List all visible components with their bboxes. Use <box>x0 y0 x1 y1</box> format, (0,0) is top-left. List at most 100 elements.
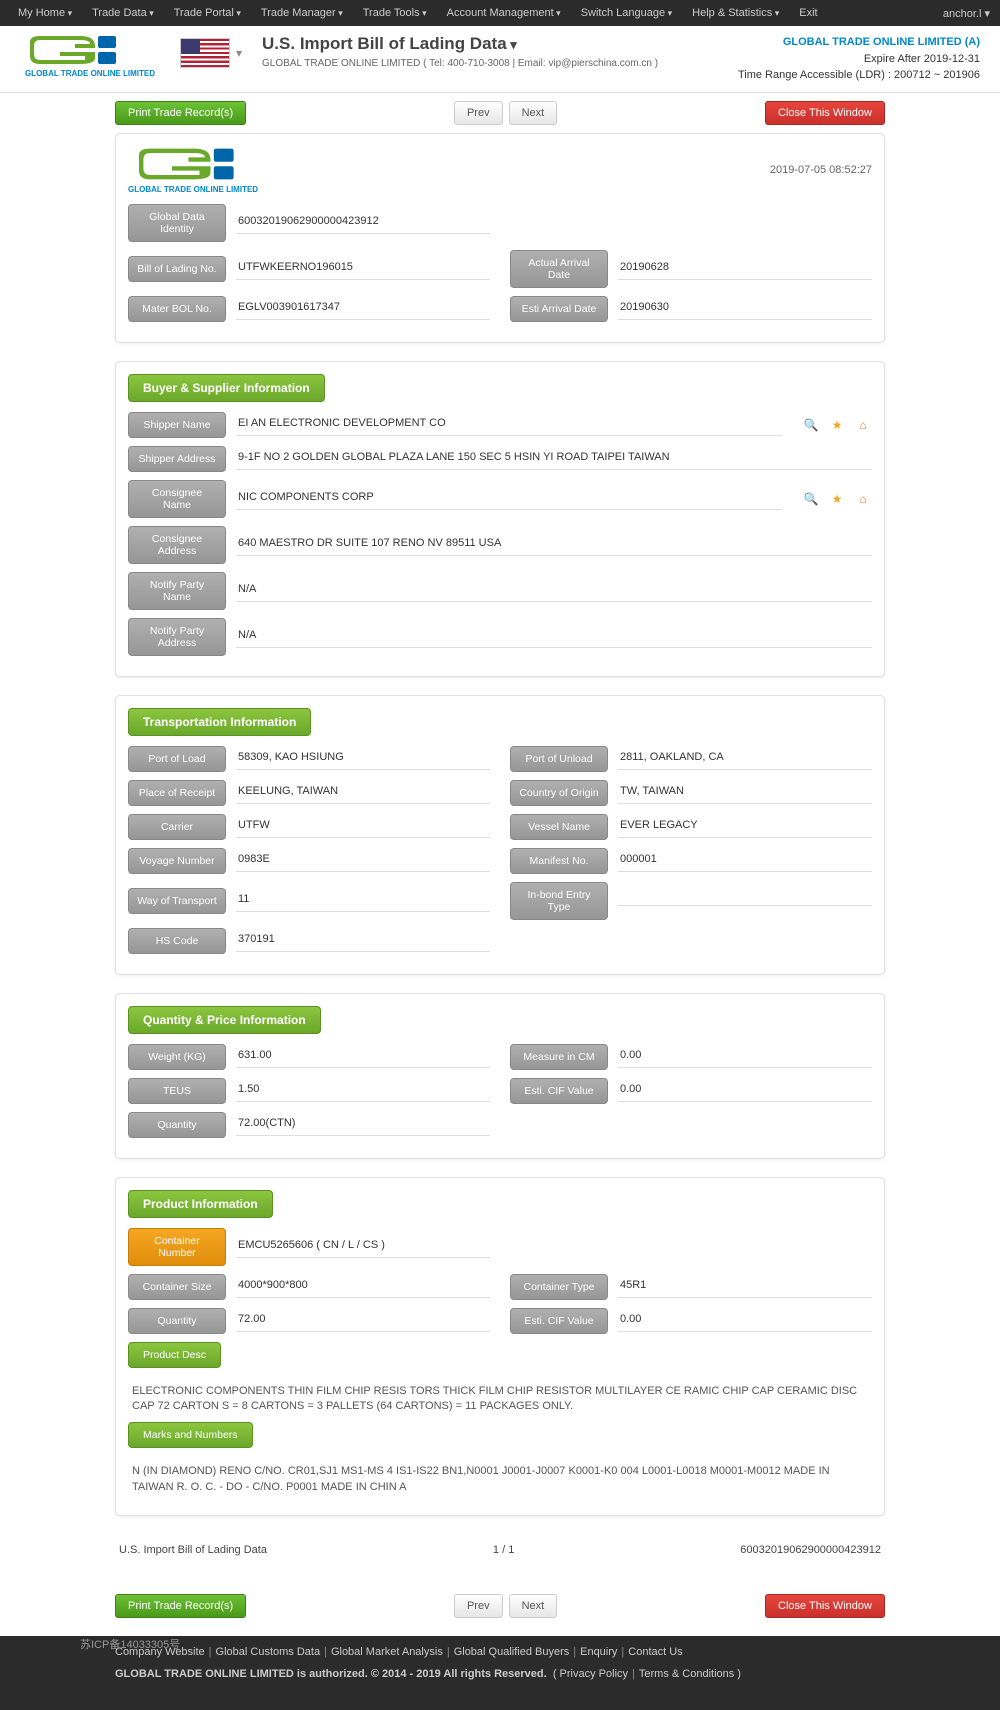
star-icon[interactable]: ★ <box>828 416 846 434</box>
desc-value: ELECTRONIC COMPONENTS THIN FILM CHIP RES… <box>128 1376 872 1423</box>
search-icon[interactable]: 🔍 <box>802 490 820 508</box>
nav-item[interactable]: Trade Data <box>84 3 162 23</box>
transport-panel: Transportation Information Port of Load 5… <box>115 695 885 975</box>
close-button[interactable]: Close This Window <box>765 101 885 125</box>
por-label: Place of Receipt <box>128 780 226 806</box>
buyer-panel: Buyer & Supplier Information Shipper Nam… <box>115 361 885 677</box>
pol-label: Port of Load <box>128 746 226 772</box>
vessel-label: Vessel Name <box>510 814 608 840</box>
nav-item[interactable]: My Home <box>10 3 80 23</box>
cif-label: Esti. CIF Value <box>510 1078 608 1104</box>
bol-value: UTFWKEERNO196015 <box>236 257 490 280</box>
consignee-addr-label: Consignee Address <box>128 526 226 564</box>
hs-label: HS Code <box>128 928 226 954</box>
manifest-label: Manifest No. <box>510 848 608 874</box>
account-info: GLOBAL TRADE ONLINE LIMITED (A) Expire A… <box>738 34 980 84</box>
vessel-value: EVER LEGACY <box>618 815 872 838</box>
logo: GLOBAL TRADE ONLINE LIMITED <box>20 34 160 78</box>
footer-link[interactable]: Global Customs Data <box>216 1646 321 1658</box>
manifest-value: 000001 <box>618 849 872 872</box>
shipper-name-label: Shipper Name <box>128 412 226 438</box>
gdi-label: Global Data Identity <box>128 204 226 242</box>
size-label: Container Size <box>128 1274 226 1300</box>
coo-value: TW, TAIWAN <box>618 781 872 804</box>
bol-label: Bill of Lading No. <box>128 256 226 282</box>
footer-link[interactable]: Contact Us <box>628 1646 682 1658</box>
print-button-bottom[interactable]: Print Trade Record(s) <box>115 1594 246 1618</box>
marks-value: N (IN DIAMOND) RENO C/NO. CR01,SJ1 MS1-M… <box>128 1456 872 1503</box>
next-button[interactable]: Next <box>509 101 558 125</box>
container-no-label: Container Number <box>128 1228 226 1266</box>
por-value: KEELUNG, TAIWAN <box>236 781 490 804</box>
pqty-value: 72.00 <box>236 1309 490 1332</box>
weight-value: 631.00 <box>236 1045 490 1068</box>
buyer-title: Buyer & Supplier Information <box>128 374 325 402</box>
prev-button[interactable]: Prev <box>454 101 503 125</box>
top-nav: My HomeTrade DataTrade PortalTrade Manag… <box>0 0 1000 26</box>
footer-link[interactable]: Global Qualified Buyers <box>454 1646 570 1658</box>
country-selector[interactable]: ▾ <box>180 34 242 68</box>
footer-link[interactable]: Enquiry <box>580 1646 617 1658</box>
pol-value: 58309, KAO HSIUNG <box>236 747 490 770</box>
aad-label: Actual Arrival Date <box>510 250 608 288</box>
page-title[interactable]: U.S. Import Bill of Lading Data <box>262 34 718 54</box>
hs-value: 370191 <box>236 929 490 952</box>
shipper-addr-label: Shipper Address <box>128 446 226 472</box>
voyage-value: 0983E <box>236 849 490 872</box>
home-icon[interactable]: ⌂ <box>854 416 872 434</box>
nav-item[interactable]: Trade Portal <box>166 3 249 23</box>
prev-button-bottom[interactable]: Prev <box>454 1594 503 1618</box>
coo-label: Country of Origin <box>510 780 608 806</box>
type-value: 45R1 <box>618 1275 872 1298</box>
carrier-label: Carrier <box>128 814 226 840</box>
nav-item[interactable]: Help & Statistics <box>684 3 787 23</box>
nav-item[interactable]: Trade Manager <box>253 3 351 23</box>
identity-panel: GLOBAL TRADE ONLINE LIMITED 2019-07-05 0… <box>115 133 885 343</box>
pou-value: 2811, OAKLAND, CA <box>618 747 872 770</box>
home-icon[interactable]: ⌂ <box>854 490 872 508</box>
terms-link[interactable]: Terms & Conditions <box>639 1668 734 1680</box>
shipper-name-value: EI AN ELECTRONIC DEVELOPMENT CO <box>236 413 782 436</box>
pqty-label: Quantity <box>128 1308 226 1334</box>
nav-item[interactable]: Trade Tools <box>355 3 435 23</box>
nav-item[interactable]: Switch Language <box>573 3 680 23</box>
gdi-value: 60032019062900000423912 <box>236 211 490 234</box>
page-header: GLOBAL TRADE ONLINE LIMITED ▾ U.S. Impor… <box>0 26 1000 93</box>
footer-title: U.S. Import Bill of Lading Data <box>119 1544 267 1556</box>
wot-label: Way of Transport <box>128 888 226 914</box>
close-button-bottom[interactable]: Close This Window <box>765 1594 885 1618</box>
nav-item[interactable]: Account Management <box>439 3 569 23</box>
mbol-label: Mater BOL No. <box>128 296 226 322</box>
product-title: Product Information <box>128 1190 273 1218</box>
nav-item[interactable]: Exit <box>791 3 825 23</box>
pcif-value: 0.00 <box>618 1309 872 1332</box>
print-button[interactable]: Print Trade Record(s) <box>115 101 246 125</box>
notify-addr-label: Notify Party Address <box>128 618 226 656</box>
record-footer: U.S. Import Bill of Lading Data 1 / 1 60… <box>115 1534 885 1566</box>
next-button-bottom[interactable]: Next <box>509 1594 558 1618</box>
footer-link[interactable]: Global Market Analysis <box>331 1646 443 1658</box>
consignee-name-value: NIC COMPONENTS CORP <box>236 487 782 510</box>
page-subtitle: GLOBAL TRADE ONLINE LIMITED ( Tel: 400-7… <box>262 58 718 69</box>
ead-label: Esti Arrival Date <box>510 296 608 322</box>
panel-logo-text: GLOBAL TRADE ONLINE LIMITED <box>128 185 258 194</box>
transport-title: Transportation Information <box>128 708 311 736</box>
notify-name-value: N/A <box>236 579 872 602</box>
privacy-link[interactable]: Privacy Policy <box>560 1668 628 1680</box>
icp-text: 苏ICP备14033305号 <box>80 1636 180 1652</box>
toolbar-top: Print Trade Record(s) Prev Next Close Th… <box>115 93 885 133</box>
search-icon[interactable]: 🔍 <box>802 416 820 434</box>
qty-value: 72.00(CTN) <box>236 1113 490 1136</box>
ibet-value <box>618 895 872 906</box>
desc-label: Product Desc <box>128 1342 221 1368</box>
star-icon[interactable]: ★ <box>828 490 846 508</box>
cif-value: 0.00 <box>618 1079 872 1102</box>
size-value: 4000*900*800 <box>236 1275 490 1298</box>
ead-value: 20190630 <box>618 297 872 320</box>
mbol-value: EGLV003901617347 <box>236 297 490 320</box>
user-menu[interactable]: anchor.l ▾ <box>943 7 990 20</box>
logo-text: GLOBAL TRADE ONLINE LIMITED <box>20 69 160 78</box>
marks-label: Marks and Numbers <box>128 1422 253 1448</box>
weight-label: Weight (KG) <box>128 1044 226 1070</box>
footer-id: 60032019062900000423912 <box>740 1544 881 1556</box>
